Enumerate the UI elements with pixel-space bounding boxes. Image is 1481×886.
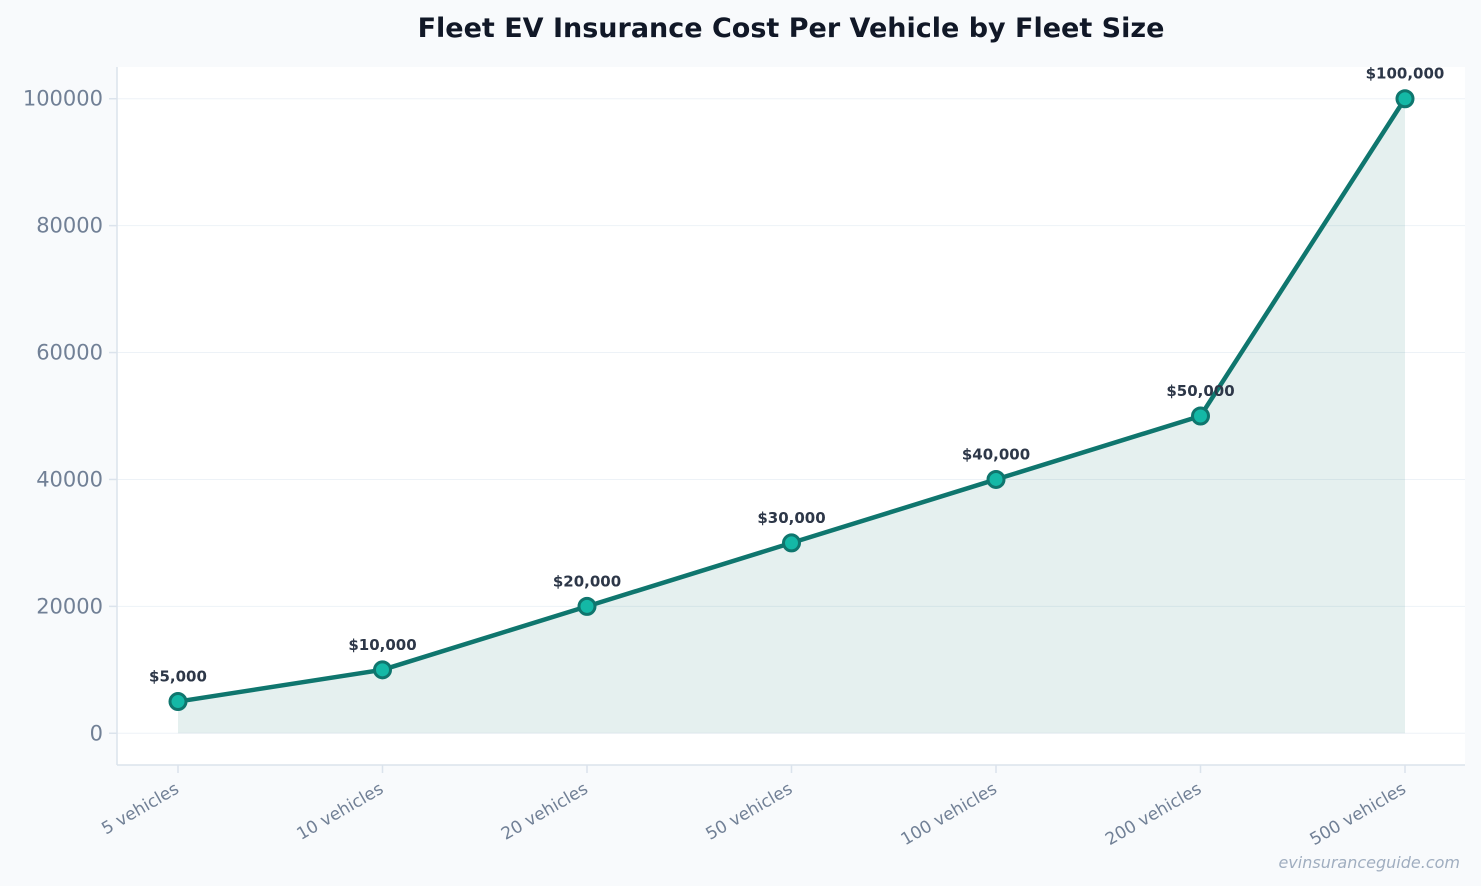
data-label: $50,000 (1166, 382, 1234, 400)
y-tick-label: 20000 (36, 594, 103, 618)
data-label: $40,000 (962, 445, 1030, 463)
y-tick-label: 60000 (36, 341, 103, 365)
y-tick-label: 100000 (23, 87, 103, 111)
data-point (1191, 406, 1210, 426)
data-point (373, 660, 392, 680)
x-tick-label: 10 vehicles (293, 779, 387, 845)
x-tick-labels: 5 vehicles 10 vehicles 20 vehicles 50 vehic… (98, 779, 1409, 850)
y-tick-label: 0 (90, 721, 103, 745)
x-tick-label: 50 vehicles (702, 779, 796, 845)
watermark: evinsuranceguide.com (1278, 853, 1460, 872)
grid (117, 98, 1465, 734)
x-tick-label: 20 vehicles (498, 779, 592, 845)
y-tick-label: 40000 (36, 467, 103, 491)
data-labels: $5,000 $10,000 $20,000 $30,000 $40,000 $50,00… (149, 65, 1444, 686)
data-label: $20,000 (553, 572, 621, 590)
data-label: $100,000 (1366, 65, 1445, 83)
x-tick-label: 100 vehicles (898, 779, 1001, 850)
y-tick-labels: 0 20000 40000 60000 80000 100000 (23, 87, 103, 746)
data-point (782, 533, 801, 553)
data-points (168, 89, 1415, 712)
axes (109, 67, 1465, 773)
x-tick-label: 5 vehicles (98, 779, 182, 839)
x-tick-label: 200 vehicles (1102, 779, 1205, 850)
chart-title: Fleet EV Insurance Cost Per Vehicle by F… (418, 13, 1165, 44)
area-fill (178, 98, 1405, 734)
data-point (1395, 89, 1415, 109)
data-label: $5,000 (149, 668, 207, 686)
data-point (577, 596, 597, 616)
data-label: $30,000 (757, 509, 825, 527)
data-point (986, 469, 1006, 489)
area-fill-shape (178, 98, 1405, 734)
x-tick-label: 500 vehicles (1307, 779, 1410, 850)
y-tick-label: 80000 (36, 214, 103, 238)
data-label: $10,000 (348, 636, 416, 654)
plot-area-background (117, 67, 1465, 765)
data-point (168, 692, 188, 712)
